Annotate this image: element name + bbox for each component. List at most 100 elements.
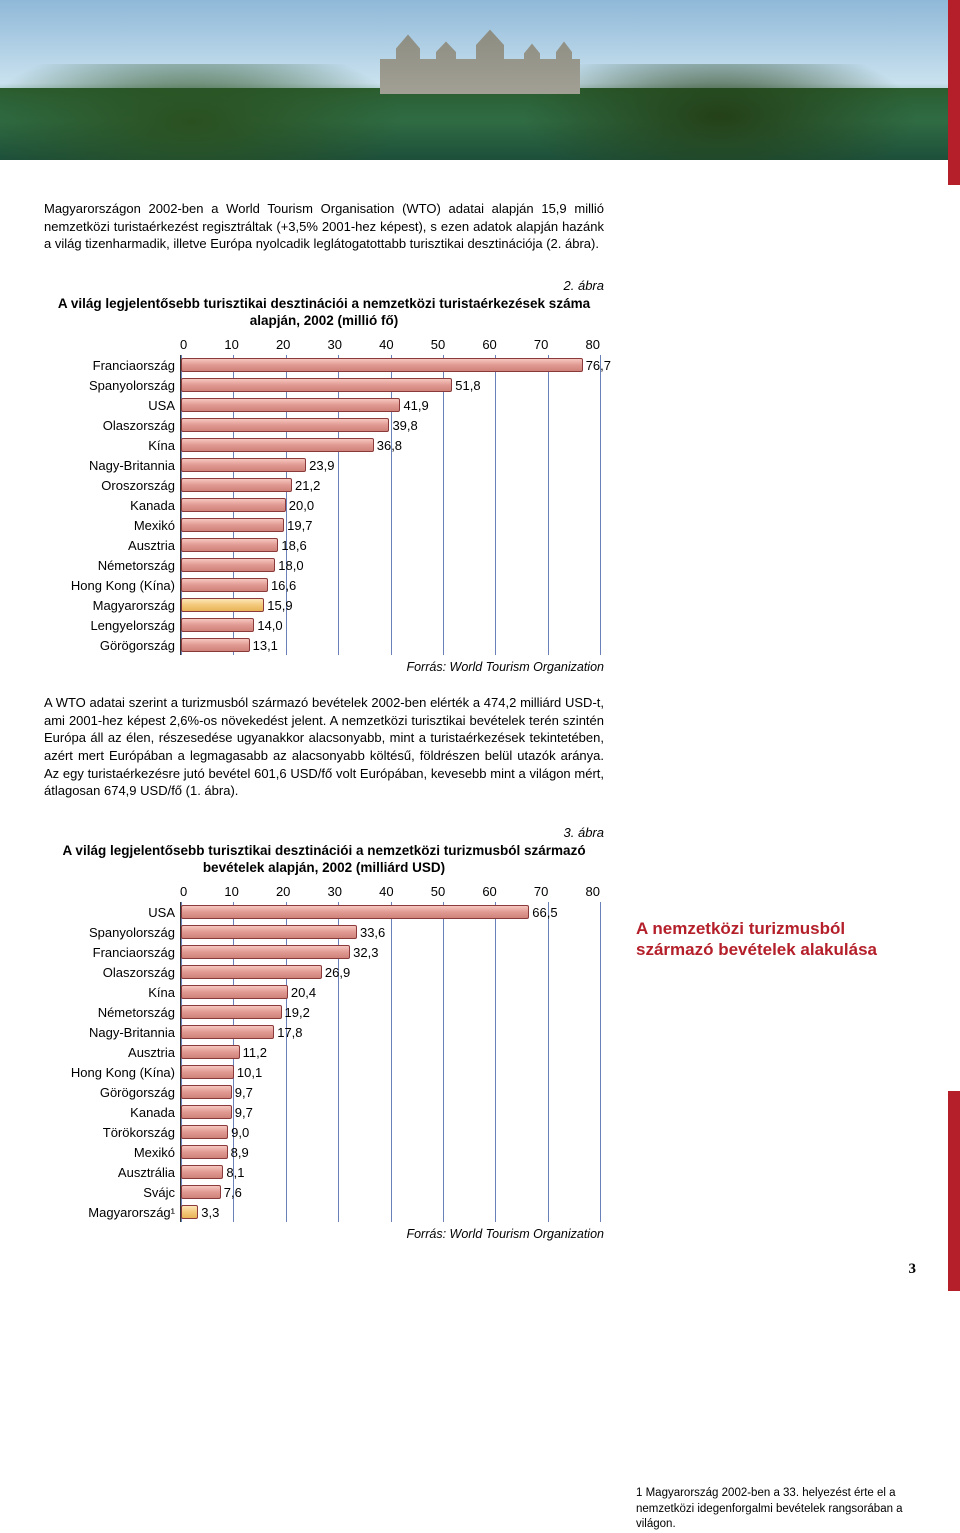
chart-2-bar-value: 3,3: [198, 1202, 219, 1222]
chart-2-row-label: Franciaország: [45, 944, 181, 962]
chart-1-row: Franciaország76,7: [45, 355, 600, 375]
chart-2-tick: 80: [586, 883, 600, 901]
chart-1-row-label: Oroszország: [45, 477, 181, 495]
chart-2-row: Nagy-Britannia17,8: [45, 1022, 600, 1042]
chart-2-bar-value: 19,2: [282, 1002, 310, 1022]
paragraph-2: A WTO adatai szerint a turizmusból szárm…: [44, 694, 604, 799]
chart-2-row: Törökország 9,0: [45, 1122, 600, 1142]
chart-1-row-label: Spanyolország: [45, 377, 181, 395]
chart-1-row: Nagy-Britannia23,9: [45, 455, 600, 475]
chart-1-bar-value: 21,2: [292, 475, 320, 495]
decor-red-strip-bottom: [948, 1091, 960, 1291]
chart-1-row: Mexikó 19,7: [45, 515, 600, 535]
chart-2-bar: [181, 1185, 221, 1199]
chart-1-row: USA41,9: [45, 395, 600, 415]
chart-2-row-label: Kína: [45, 984, 181, 1002]
chart-2-row-label: Mexikó: [45, 1144, 181, 1162]
chart-1-bar: [181, 458, 306, 472]
chart-1-bar: [181, 558, 275, 572]
chart-2-bar: [181, 1105, 232, 1119]
chart-1-row: Lengyelország14,0: [45, 615, 600, 635]
chart-1-row-label: Franciaország: [45, 357, 181, 375]
chart-2-row-label: Svájc: [45, 1184, 181, 1202]
chart-2-tick: 30: [328, 883, 342, 901]
chart-2-bar-value: 32,3: [350, 942, 378, 962]
chart-1-tick: 20: [276, 336, 290, 354]
chart-2-tick: 20: [276, 883, 290, 901]
chart-2-row: Ausztria11,2: [45, 1042, 600, 1062]
chart-2-bar-value: 66,5: [529, 902, 557, 922]
chart-1-bar: [181, 358, 583, 372]
chart-2-bar-value: 9,7: [232, 1082, 253, 1102]
chart-2-row: Magyarország¹ 3,3: [45, 1202, 600, 1222]
chart-1: 2. ábra A világ legjelentősebb turisztik…: [44, 277, 604, 677]
chart-2-bar: [181, 1045, 240, 1059]
chart-2-row-label: Törökország: [45, 1124, 181, 1142]
chart-2-bar: [181, 985, 288, 999]
chart-1-bar-value: 19,7: [284, 515, 312, 535]
chart-1-bar-value: 39,8: [389, 415, 417, 435]
chart-1-bar-value: 18,0: [275, 555, 303, 575]
chart-1-tick: 0: [180, 336, 187, 354]
chart-1-row-label: Mexikó: [45, 517, 181, 535]
chart-2-row-label: Magyarország¹: [45, 1204, 181, 1222]
chart-2-tick: 60: [482, 883, 496, 901]
chart-1-bar: [181, 638, 250, 652]
chart-1-row-label: Kína: [45, 437, 181, 455]
chart-2-source: Forrás: World Tourism Organization: [44, 1226, 604, 1243]
chart-2-row: Olaszország26,9: [45, 962, 600, 982]
chart-2-bar-value: 10,1: [234, 1062, 262, 1082]
chart-1-tick: 80: [586, 336, 600, 354]
chart-1-bar: [181, 398, 400, 412]
chart-1-row: Hong Kong (Kína)16,6: [45, 575, 600, 595]
chart-1-bar-value: 76,7: [583, 355, 611, 375]
chart-1-tick: 30: [328, 336, 342, 354]
chart-1-row: Oroszország 21,2: [45, 475, 600, 495]
chart-2-row-label: Németország: [45, 1004, 181, 1022]
chart-1-row-label: Olaszország: [45, 417, 181, 435]
chart-2-bar: [181, 905, 529, 919]
chart-1-figure-label: 2. ábra: [44, 277, 604, 295]
side-heading: A nemzetközi turizmusból származó bevéte…: [636, 918, 926, 961]
chart-2-bar: [181, 1085, 232, 1099]
chart-1-bar: [181, 538, 278, 552]
chart-2-bar-value: 17,8: [274, 1022, 302, 1042]
chart-2-row: Spanyolország 33,6: [45, 922, 600, 942]
chart-2-bar-value: 9,0: [228, 1122, 249, 1142]
chart-2-row-label: Ausztria: [45, 1044, 181, 1062]
chart-2-row-label: Görögország: [45, 1084, 181, 1102]
chart-1-row-label: Hong Kong (Kína): [45, 577, 181, 595]
hero-photo: [0, 0, 960, 160]
footnote: 1 Magyarország 2002-ben a 33. helyezést …: [636, 1486, 926, 1533]
chart-1-row: Kína36,8: [45, 435, 600, 455]
chart-1-bar: [181, 598, 264, 612]
chart-2-row: Mexikó8,9: [45, 1142, 600, 1162]
chart-2-row-label: Ausztrália: [45, 1164, 181, 1182]
chart-2-tick: 0: [180, 883, 187, 901]
chart-1-row: Spanyolország51,8: [45, 375, 600, 395]
chart-2-row: Kanada9,7: [45, 1102, 600, 1122]
chart-1-row: Olaszország 39,8: [45, 415, 600, 435]
chart-2-row: Németország 19,2: [45, 1002, 600, 1022]
chart-1-row: Görögország13,1: [45, 635, 600, 655]
chart-2-bar-value: 33,6: [357, 922, 385, 942]
page-number: 3: [909, 1259, 917, 1279]
chart-1-bar: [181, 498, 286, 512]
chart-2-bar-value: 7,6: [221, 1182, 242, 1202]
chart-2-row-label: Spanyolország: [45, 924, 181, 942]
chart-1-tick: 70: [534, 336, 548, 354]
chart-1-row: Kanada20,0: [45, 495, 600, 515]
chart-2-tick: 40: [379, 883, 393, 901]
chart-1-row: Németország18,0: [45, 555, 600, 575]
chart-2-bar: [181, 1125, 228, 1139]
chart-2-bar: [181, 1205, 198, 1219]
chart-1-row: Magyarország15,9: [45, 595, 600, 615]
chart-2-bar: [181, 1005, 282, 1019]
chart-2-bar: [181, 945, 350, 959]
chart-2-row-label: Kanada: [45, 1104, 181, 1122]
chart-1-tick: 10: [224, 336, 238, 354]
chart-2-row: Franciaország 32,3: [45, 942, 600, 962]
chart-2-row-label: USA: [45, 904, 181, 922]
chart-1-bar-value: 13,1: [250, 635, 278, 655]
chart-2-row: Kína20,4: [45, 982, 600, 1002]
